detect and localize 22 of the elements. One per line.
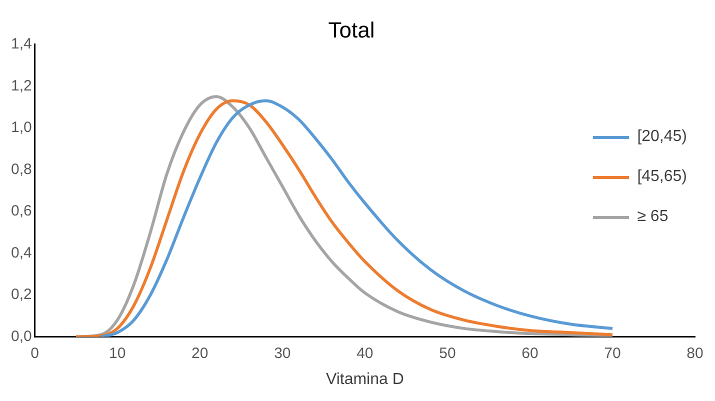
legend-label: ≥ 65 [637,208,668,226]
y-tick-label: 0,6 [10,202,32,220]
x-tick-label: 10 [109,344,126,362]
y-tick-label: 0,2 [10,286,32,304]
legend-label: [45,65) [637,168,687,186]
x-tick-label: 0 [30,344,40,362]
x-tick-label: 50 [439,344,456,362]
x-tick-label: 40 [356,344,374,362]
y-tick-label: 1,0 [10,119,32,136]
x-tick-label: 30 [274,344,291,362]
y-tick-label: 0,8 [10,160,32,178]
chart-title: Total [328,17,375,42]
y-tick-label: 1,2 [10,77,32,94]
x-axis-title: Vitamina D [326,370,404,388]
x-tick-label: 70 [604,344,621,362]
y-tick-label: 0,4 [10,244,32,262]
legend-label: [20,45) [637,128,687,146]
x-tick-label: 20 [192,344,208,362]
x-tick-label: 60 [522,344,538,362]
y-tick-label: 1,4 [10,36,32,53]
y-tick-label: 0,0 [10,328,32,345]
x-tick-label: 80 [686,344,704,362]
